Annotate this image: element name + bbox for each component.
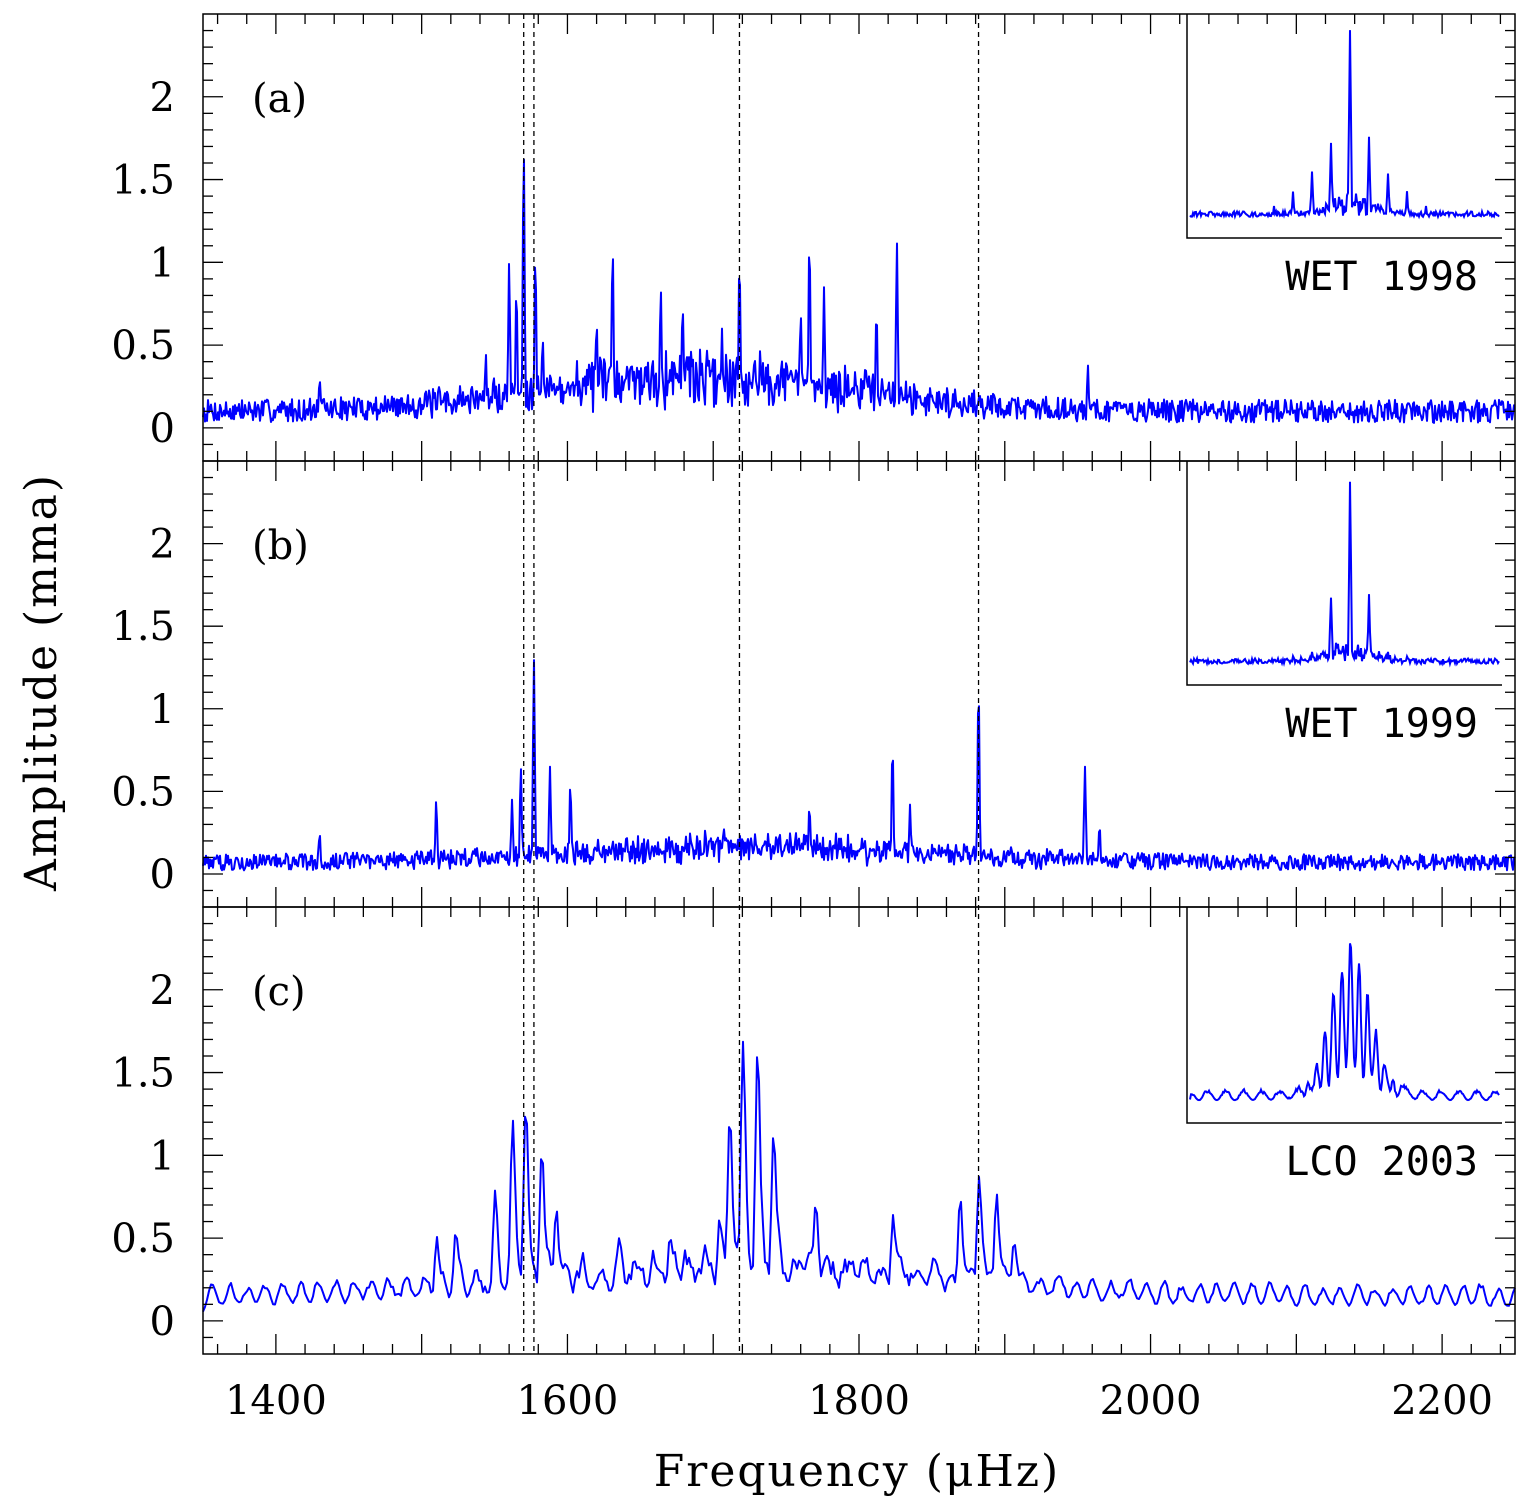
panel-frame <box>202 906 1516 1355</box>
x-tick-label: 1400 <box>225 1378 327 1424</box>
y-tick-label: 1 <box>150 687 175 733</box>
y-tick-label: 0.5 <box>111 323 175 369</box>
panel-c: 0 0.5 1 1.5 2 (c) LCO 2003 <box>111 906 1516 1355</box>
x-tick-label: 2200 <box>1391 1378 1493 1424</box>
inset-series <box>1189 30 1500 220</box>
inset-label: WET 1998 <box>1285 254 1478 300</box>
x-tick-label: 1600 <box>517 1378 619 1424</box>
inset-series <box>1189 943 1500 1102</box>
y-tick-label: 0 <box>150 406 175 452</box>
panel-label: (b) <box>252 523 309 569</box>
inset-frame <box>1186 461 1502 686</box>
inset-label: LCO 2003 <box>1285 1139 1478 1185</box>
panel-frame <box>202 460 1516 908</box>
y-tick-label: 2 <box>150 75 175 121</box>
reference-lines-layer <box>523 14 980 1354</box>
x-tick-label: 2000 <box>1100 1378 1202 1424</box>
y-axis-title: Amplitude (mma) <box>16 473 67 892</box>
y-tick-label: 0.5 <box>111 1216 175 1262</box>
y-tick-label: 2 <box>150 968 175 1014</box>
y-tick-label: 2 <box>150 522 175 568</box>
panel-a: 0 0.5 1 1.5 2 (a) WET 1998 <box>111 13 1516 462</box>
panel-label: (a) <box>252 76 307 122</box>
panels-layer: 0 0.5 1 1.5 2 (a) WET 1998 0 0.5 1 1.5 2 (b) WET 1999… <box>111 13 1516 1355</box>
panel-b: 0 0.5 1 1.5 2 (b) WET 1999 <box>111 460 1516 908</box>
inset-label: WET 1999 <box>1285 701 1478 747</box>
spectrum-series-b <box>202 659 1516 872</box>
x-axis-layer: 1400 1600 1800 2000 2200 <box>225 1378 1493 1424</box>
y-tick-label: 1 <box>150 240 175 286</box>
panel-label: (c) <box>252 969 306 1015</box>
inset-frame <box>1186 907 1502 1124</box>
x-axis-title: Frequency (μHz) <box>654 1446 1060 1497</box>
y-tick-label: 0.5 <box>111 769 175 815</box>
y-tick-label: 0 <box>150 852 175 898</box>
y-tick-label: 1.5 <box>111 158 175 204</box>
inset-series <box>1189 481 1500 668</box>
inset-frame <box>1186 14 1502 239</box>
y-tick-label: 1 <box>150 1133 175 1179</box>
x-tick-label: 1800 <box>808 1378 910 1424</box>
spectrum-series-c <box>202 1040 1516 1312</box>
y-tick-label: 1.5 <box>111 1051 175 1097</box>
y-tick-label: 0 <box>150 1299 175 1345</box>
spectrum-series-a <box>202 158 1516 424</box>
y-tick-label: 1.5 <box>111 604 175 650</box>
